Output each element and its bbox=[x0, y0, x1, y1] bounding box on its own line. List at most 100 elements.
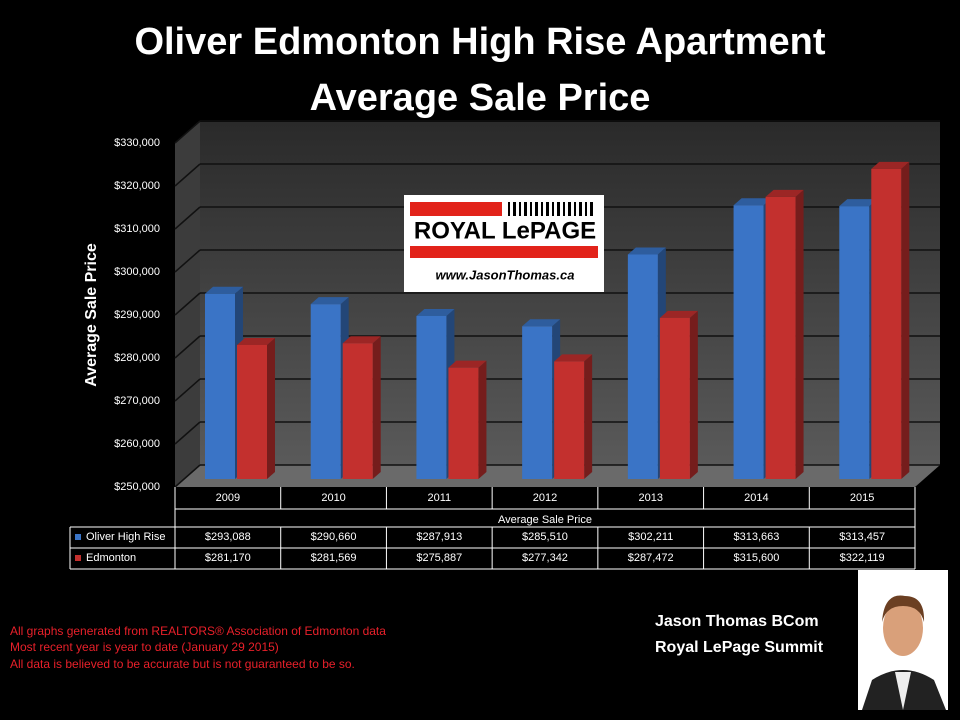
grid-line-side bbox=[174, 120, 201, 144]
bar-side bbox=[795, 189, 804, 480]
bar-top bbox=[554, 354, 593, 362]
table-value: $315,600 bbox=[733, 552, 779, 564]
table-value: $313,457 bbox=[839, 531, 885, 543]
bar-side bbox=[689, 310, 698, 479]
bar-front bbox=[448, 367, 479, 479]
y-tick-label: $260,000 bbox=[114, 438, 160, 450]
logo: ROYAL LePAGE www.JasonThomas.ca bbox=[404, 195, 604, 292]
bar-front bbox=[205, 293, 235, 479]
bar-top bbox=[448, 360, 487, 368]
bar-top bbox=[416, 308, 455, 316]
table-value: $275,887 bbox=[416, 552, 462, 564]
bar-front bbox=[416, 315, 447, 479]
bar-side bbox=[478, 360, 487, 479]
grid-line-side bbox=[174, 335, 201, 359]
x-tick-label: 2010 bbox=[321, 492, 345, 504]
bar-top bbox=[342, 336, 381, 344]
footnote: All graphs generated from REALTORS® Asso… bbox=[10, 624, 386, 638]
x-tick-label: 2012 bbox=[533, 492, 557, 504]
bar-front bbox=[522, 326, 553, 479]
agent-photo bbox=[858, 570, 948, 710]
logo-brand: ROYAL LePAGE bbox=[414, 217, 596, 244]
legend-swatch bbox=[75, 534, 81, 540]
bar bbox=[659, 310, 698, 479]
y-tick-label: $270,000 bbox=[114, 395, 160, 407]
y-tick-label: $330,000 bbox=[114, 137, 160, 149]
grid-line-side bbox=[174, 421, 201, 445]
y-tick-label: $320,000 bbox=[114, 180, 160, 192]
bar-side bbox=[901, 161, 910, 479]
legend-label: Oliver High Rise bbox=[86, 531, 165, 543]
bar-front bbox=[871, 168, 902, 479]
bar-side bbox=[372, 336, 381, 479]
bar-front bbox=[554, 361, 585, 479]
grid-line-side bbox=[174, 378, 201, 402]
y-tick-label: $280,000 bbox=[114, 352, 160, 364]
bar-top bbox=[522, 319, 561, 327]
bar-top bbox=[765, 189, 804, 197]
bar bbox=[342, 336, 381, 479]
table-value: $285,510 bbox=[522, 531, 568, 543]
bar-front bbox=[765, 196, 796, 480]
bar-top bbox=[871, 161, 910, 169]
bar bbox=[237, 337, 275, 479]
bar-side bbox=[584, 354, 593, 479]
table-value: $287,472 bbox=[628, 552, 674, 564]
table-value: $287,913 bbox=[416, 531, 462, 543]
table-value: $302,211 bbox=[628, 531, 673, 543]
grid-line-side bbox=[174, 206, 201, 230]
bar-front bbox=[310, 304, 341, 479]
x-tick-label: 2014 bbox=[744, 492, 768, 504]
table-value: $313,663 bbox=[733, 531, 779, 543]
bar-top bbox=[205, 286, 243, 294]
bar-top bbox=[733, 198, 772, 206]
bar-front bbox=[342, 343, 373, 479]
bar-top bbox=[627, 247, 666, 255]
bar-front bbox=[839, 206, 870, 480]
table-value: $293,088 bbox=[205, 531, 251, 543]
y-tick-label: $310,000 bbox=[114, 223, 160, 235]
bar-top bbox=[839, 199, 878, 207]
table-value: $290,660 bbox=[311, 531, 357, 543]
table-value: $281,170 bbox=[205, 552, 251, 564]
table-value: $281,569 bbox=[311, 552, 357, 564]
x-axis-title: Average Sale Price bbox=[498, 514, 592, 526]
table-value: $322,119 bbox=[840, 552, 885, 564]
x-tick-label: 2009 bbox=[216, 492, 240, 504]
legend-label: Edmonton bbox=[86, 552, 136, 564]
grid-line-side bbox=[174, 292, 201, 316]
bar-top bbox=[237, 337, 275, 345]
logo-website: www.JasonThomas.ca bbox=[436, 267, 575, 282]
x-tick-label: 2011 bbox=[427, 492, 451, 504]
agent-company: Royal LePage Summit bbox=[655, 639, 824, 656]
x-tick-label: 2015 bbox=[850, 492, 874, 504]
bar-top bbox=[659, 310, 698, 318]
chart-title: Oliver Edmonton High Rise Apartment Aver… bbox=[134, 21, 826, 119]
bar-side bbox=[267, 337, 275, 479]
data-table: 2009 2010 2011 2012 2013 2014 2015 Average Sale… bbox=[69, 487, 916, 570]
y-tick-label: $290,000 bbox=[114, 309, 160, 321]
grid-line-side bbox=[174, 249, 201, 273]
y-axis-title: Average Sale Price bbox=[83, 243, 100, 387]
y-tick-label: $300,000 bbox=[114, 266, 160, 278]
grid-line-side bbox=[174, 163, 201, 187]
bar-front bbox=[733, 205, 764, 480]
bar bbox=[448, 360, 487, 479]
bar bbox=[871, 161, 910, 479]
bar bbox=[765, 189, 804, 480]
table-value: $277,342 bbox=[522, 552, 568, 564]
y-tick-label: $250,000 bbox=[114, 481, 160, 493]
grid-line-side bbox=[174, 464, 201, 488]
bar bbox=[554, 354, 593, 479]
bar-front bbox=[237, 344, 267, 479]
legend-swatch bbox=[75, 555, 81, 561]
bar-front bbox=[627, 254, 658, 479]
footnote: All data is believed to be accurate but … bbox=[10, 657, 355, 671]
footnote: Most recent year is year to date (Januar… bbox=[10, 640, 279, 654]
bar-top bbox=[310, 297, 349, 305]
agent-name: Jason Thomas BCom bbox=[655, 613, 819, 630]
bar-front bbox=[659, 317, 690, 479]
x-tick-label: 2013 bbox=[638, 492, 662, 504]
